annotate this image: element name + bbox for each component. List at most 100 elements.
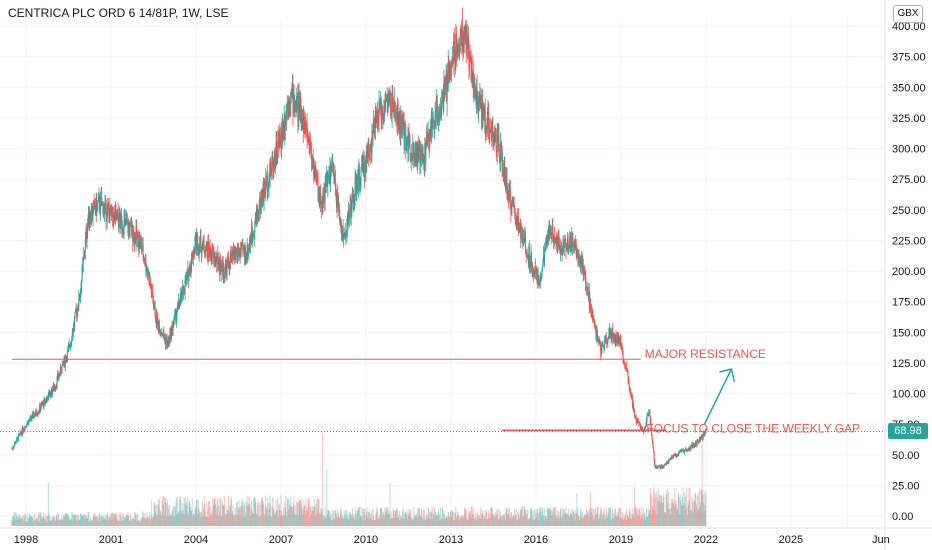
candle-body (15, 441, 17, 444)
volume-bar (698, 509, 700, 526)
candle-body (531, 267, 533, 271)
candle-body (616, 333, 618, 341)
candle-body (399, 111, 401, 137)
candle-body (551, 226, 553, 234)
target-arrow-shaft[interactable] (703, 368, 733, 425)
candle-body (300, 97, 302, 123)
volume-bar (315, 500, 317, 526)
candle-body (422, 153, 424, 161)
volume-bar (573, 512, 575, 526)
volume-bar (74, 515, 76, 526)
candle-body (293, 94, 295, 109)
candle-body (243, 246, 245, 257)
volume-bar (202, 501, 204, 526)
volume-bar (637, 509, 639, 526)
candle-body (458, 45, 460, 49)
candle-body (143, 257, 145, 258)
volume-bar (547, 507, 549, 526)
candle-body (251, 228, 253, 238)
candle-body (388, 95, 390, 106)
candle-body (346, 219, 348, 235)
candle-body (302, 109, 304, 132)
candle-body (60, 373, 62, 374)
candle-body (494, 130, 496, 135)
volume-bar (483, 515, 485, 526)
volume-bar (322, 514, 324, 526)
candle-body (667, 461, 669, 464)
candle-body (510, 202, 512, 213)
volume-bar (702, 490, 704, 526)
candle-body (48, 392, 50, 397)
candle-body (590, 309, 592, 311)
candle-body (457, 43, 459, 47)
volume-bar (239, 507, 241, 526)
candle-body (274, 151, 276, 169)
candle-body (503, 168, 505, 182)
volume-bar (176, 514, 178, 526)
volume-bar (568, 517, 570, 526)
candle-body (427, 138, 429, 146)
volume-bar (65, 514, 67, 526)
volume-bar (116, 519, 118, 526)
candle-body (230, 256, 232, 261)
price-axis[interactable]: 400.00375.00350.00325.00300.00275.00250.… (892, 21, 926, 523)
currency-label[interactable]: GBX (893, 5, 923, 23)
volume-bar (528, 518, 530, 526)
volume-bar (264, 515, 266, 526)
candle-body (408, 132, 410, 134)
candle-body (582, 266, 584, 276)
candle-body (548, 225, 550, 232)
candle-body (92, 206, 94, 217)
volume-bar (636, 507, 638, 526)
candle-body (642, 430, 644, 433)
candle-body (498, 134, 500, 156)
target-arrow-head[interactable] (719, 368, 736, 383)
candle-body (254, 221, 256, 233)
volume-bar (264, 505, 266, 526)
candle-body (39, 405, 41, 412)
candle-body (681, 450, 683, 452)
candle-body (568, 244, 570, 246)
candle-body (47, 393, 49, 401)
candle-body (418, 149, 420, 151)
volume-bar (306, 507, 308, 526)
candle-body (296, 99, 298, 101)
candle-body (67, 348, 69, 351)
candle-body (684, 448, 686, 451)
candle-body (295, 100, 297, 104)
candle-body (502, 163, 504, 171)
candle-body (137, 232, 139, 249)
candle-body (595, 328, 597, 338)
candle-body (314, 165, 316, 178)
volume-bar (342, 515, 344, 526)
volume-bar (625, 520, 627, 526)
volume-bar (617, 511, 619, 526)
volume-bar (63, 515, 65, 526)
candle-body (84, 239, 86, 253)
volume-bar (514, 515, 516, 526)
volume-bar (316, 513, 318, 526)
volume-bar (187, 516, 189, 526)
volume-bar (100, 516, 102, 526)
volume-bar (644, 519, 646, 526)
candle-body (337, 193, 339, 208)
volume-bar (129, 520, 131, 526)
time-axis[interactable]: 1998 2001 2004 2007 2010 2013 2016 2019 2022 2025… (14, 534, 890, 546)
candle-body (679, 450, 681, 453)
candle-body (562, 248, 564, 256)
candle-body (119, 219, 121, 227)
candle-body (630, 391, 632, 393)
volume-bar (252, 513, 254, 526)
candle-body (319, 194, 321, 203)
volume-bar (410, 508, 412, 526)
candle-body (367, 149, 369, 154)
volume-bar (605, 518, 607, 526)
volume-bar (651, 496, 653, 526)
volume-bar (338, 512, 340, 526)
volume-bar (650, 494, 652, 526)
volume-bar (196, 499, 198, 526)
volume-bar (322, 515, 324, 526)
